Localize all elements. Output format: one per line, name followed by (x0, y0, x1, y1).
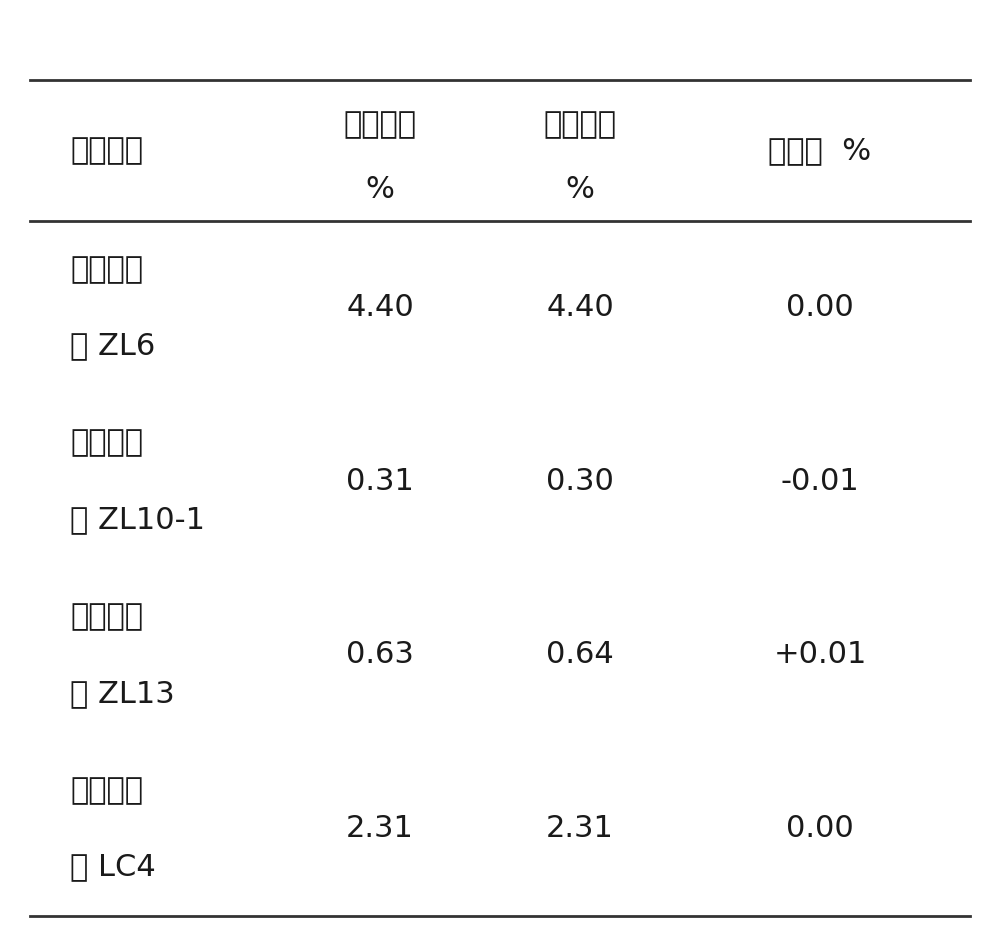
Text: %: % (366, 176, 394, 204)
Text: 0.00: 0.00 (786, 814, 854, 843)
Text: 铸造铝合: 铸造铝合 (70, 776, 143, 805)
Text: 金 ZL10-1: 金 ZL10-1 (70, 505, 205, 534)
Text: 误差，  %: 误差， % (768, 136, 872, 164)
Text: 2.31: 2.31 (546, 814, 614, 843)
Text: 2.31: 2.31 (346, 814, 414, 843)
Text: -0.01: -0.01 (781, 467, 859, 496)
Text: 0.30: 0.30 (546, 467, 614, 496)
Text: 金 ZL13: 金 ZL13 (70, 679, 175, 708)
Text: 0.63: 0.63 (346, 640, 414, 670)
Text: 0.31: 0.31 (346, 467, 414, 496)
Text: 4.40: 4.40 (346, 293, 414, 322)
Text: 金 ZL6: 金 ZL6 (70, 331, 155, 361)
Text: 0.00: 0.00 (786, 293, 854, 322)
Text: 铸造铝合: 铸造铝合 (70, 428, 143, 457)
Text: 金 LC4: 金 LC4 (70, 853, 156, 882)
Text: 标准值，: 标准值， (344, 111, 416, 139)
Text: 铸造铝合: 铸造铝合 (70, 602, 143, 631)
Text: 标样样品: 标样样品 (70, 136, 143, 164)
Text: %: % (566, 176, 594, 204)
Text: 铸造铝合: 铸造铝合 (70, 254, 143, 284)
Text: 0.64: 0.64 (546, 640, 614, 670)
Text: 4.40: 4.40 (546, 293, 614, 322)
Text: +0.01: +0.01 (773, 640, 867, 670)
Text: 测定值，: 测定值， (544, 111, 616, 139)
